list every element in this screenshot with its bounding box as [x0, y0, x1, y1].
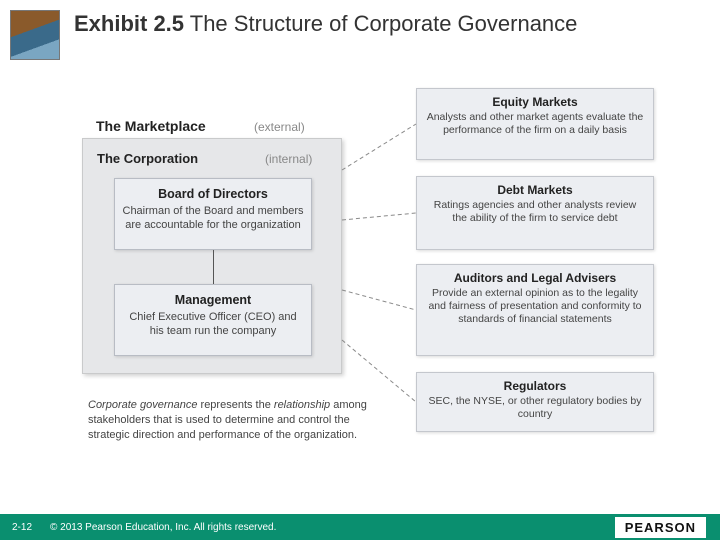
page-number: 2-12 — [12, 522, 32, 533]
internal-label: (internal) — [265, 152, 312, 166]
title-prefix: Exhibit 2.5 — [74, 11, 184, 36]
board-mgmt-connector — [213, 250, 214, 284]
caption-i2: relationship — [274, 399, 330, 411]
ext-desc-0: Analysts and other market agents evaluat… — [425, 111, 645, 137]
management-box: Management Chief Executive Officer (CEO)… — [114, 284, 312, 356]
board-of-directors-box: Board of Directors Chairman of the Board… — [114, 178, 312, 250]
ext-heading-1: Debt Markets — [425, 183, 645, 197]
mgmt-heading: Management — [121, 293, 305, 307]
footer-bar: 2-12 © 2013 Pearson Education, Inc. All … — [0, 514, 720, 540]
slide-thumbnail — [10, 10, 60, 60]
board-desc: Chairman of the Board and members are ac… — [121, 204, 305, 233]
pearson-logo: PEARSON — [615, 517, 706, 538]
copyright-text: © 2013 Pearson Education, Inc. All right… — [50, 522, 276, 533]
debt-markets-box: Debt Markets Ratings agencies and other … — [416, 176, 654, 250]
ext-desc-1: Ratings agencies and other analysts revi… — [425, 199, 645, 225]
mgmt-desc: Chief Executive Officer (CEO) and his te… — [121, 310, 305, 339]
corporation-title: The Corporation — [97, 151, 198, 166]
ext-heading-3: Regulators — [425, 379, 645, 393]
caption-m1: represents the — [197, 399, 273, 411]
ext-desc-2: Provide an external opinion as to the le… — [425, 287, 645, 326]
caption-i1: Corporate governance — [88, 399, 197, 411]
regulators-box: Regulators SEC, the NYSE, or other regul… — [416, 372, 654, 432]
marketplace-label: The Marketplace — [96, 118, 206, 134]
caption-text: Corporate governance represents the rela… — [88, 398, 368, 443]
title-rest: The Structure of Corporate Governance — [184, 11, 577, 36]
board-heading: Board of Directors — [121, 187, 305, 201]
ext-heading-2: Auditors and Legal Advisers — [425, 271, 645, 285]
ext-desc-3: SEC, the NYSE, or other regulatory bodie… — [425, 395, 645, 421]
equity-markets-box: Equity Markets Analysts and other market… — [416, 88, 654, 160]
slide-title: Exhibit 2.5 The Structure of Corporate G… — [74, 10, 674, 39]
external-label: (external) — [254, 120, 305, 134]
auditors-box: Auditors and Legal Advisers Provide an e… — [416, 264, 654, 356]
ext-heading-0: Equity Markets — [425, 95, 645, 109]
